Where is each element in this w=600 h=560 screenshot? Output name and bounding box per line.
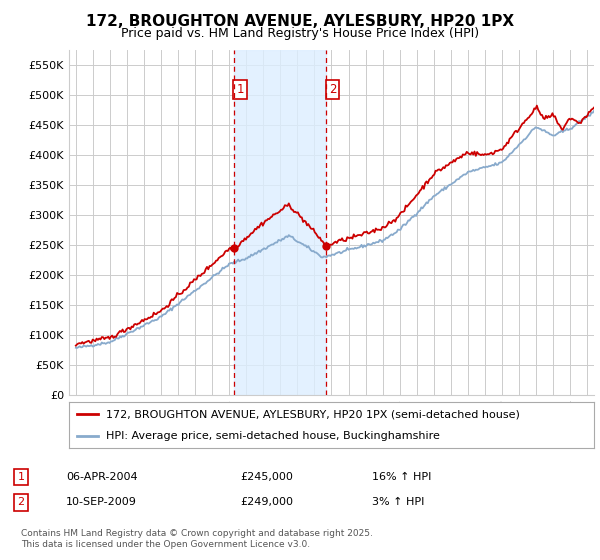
- Text: 3% ↑ HPI: 3% ↑ HPI: [372, 497, 424, 507]
- Text: 172, BROUGHTON AVENUE, AYLESBURY, HP20 1PX (semi-detached house): 172, BROUGHTON AVENUE, AYLESBURY, HP20 1…: [106, 409, 520, 419]
- Text: £249,000: £249,000: [240, 497, 293, 507]
- Text: 172, BROUGHTON AVENUE, AYLESBURY, HP20 1PX: 172, BROUGHTON AVENUE, AYLESBURY, HP20 1…: [86, 14, 514, 29]
- Text: 16% ↑ HPI: 16% ↑ HPI: [372, 472, 431, 482]
- Text: 1: 1: [236, 83, 244, 96]
- Text: Contains HM Land Registry data © Crown copyright and database right 2025.
This d: Contains HM Land Registry data © Crown c…: [21, 529, 373, 549]
- Text: 1: 1: [17, 472, 25, 482]
- Text: 2: 2: [329, 83, 336, 96]
- Text: 10-SEP-2009: 10-SEP-2009: [66, 497, 137, 507]
- Text: Price paid vs. HM Land Registry's House Price Index (HPI): Price paid vs. HM Land Registry's House …: [121, 27, 479, 40]
- Text: HPI: Average price, semi-detached house, Buckinghamshire: HPI: Average price, semi-detached house,…: [106, 431, 440, 441]
- Text: 2: 2: [17, 497, 25, 507]
- Text: 06-APR-2004: 06-APR-2004: [66, 472, 137, 482]
- Text: £245,000: £245,000: [240, 472, 293, 482]
